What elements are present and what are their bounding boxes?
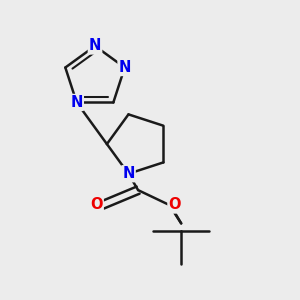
Text: O: O xyxy=(90,197,103,212)
Text: N: N xyxy=(70,95,83,110)
Text: N: N xyxy=(118,60,131,75)
Text: N: N xyxy=(89,38,101,53)
Text: O: O xyxy=(168,197,181,212)
Text: N: N xyxy=(122,166,135,181)
